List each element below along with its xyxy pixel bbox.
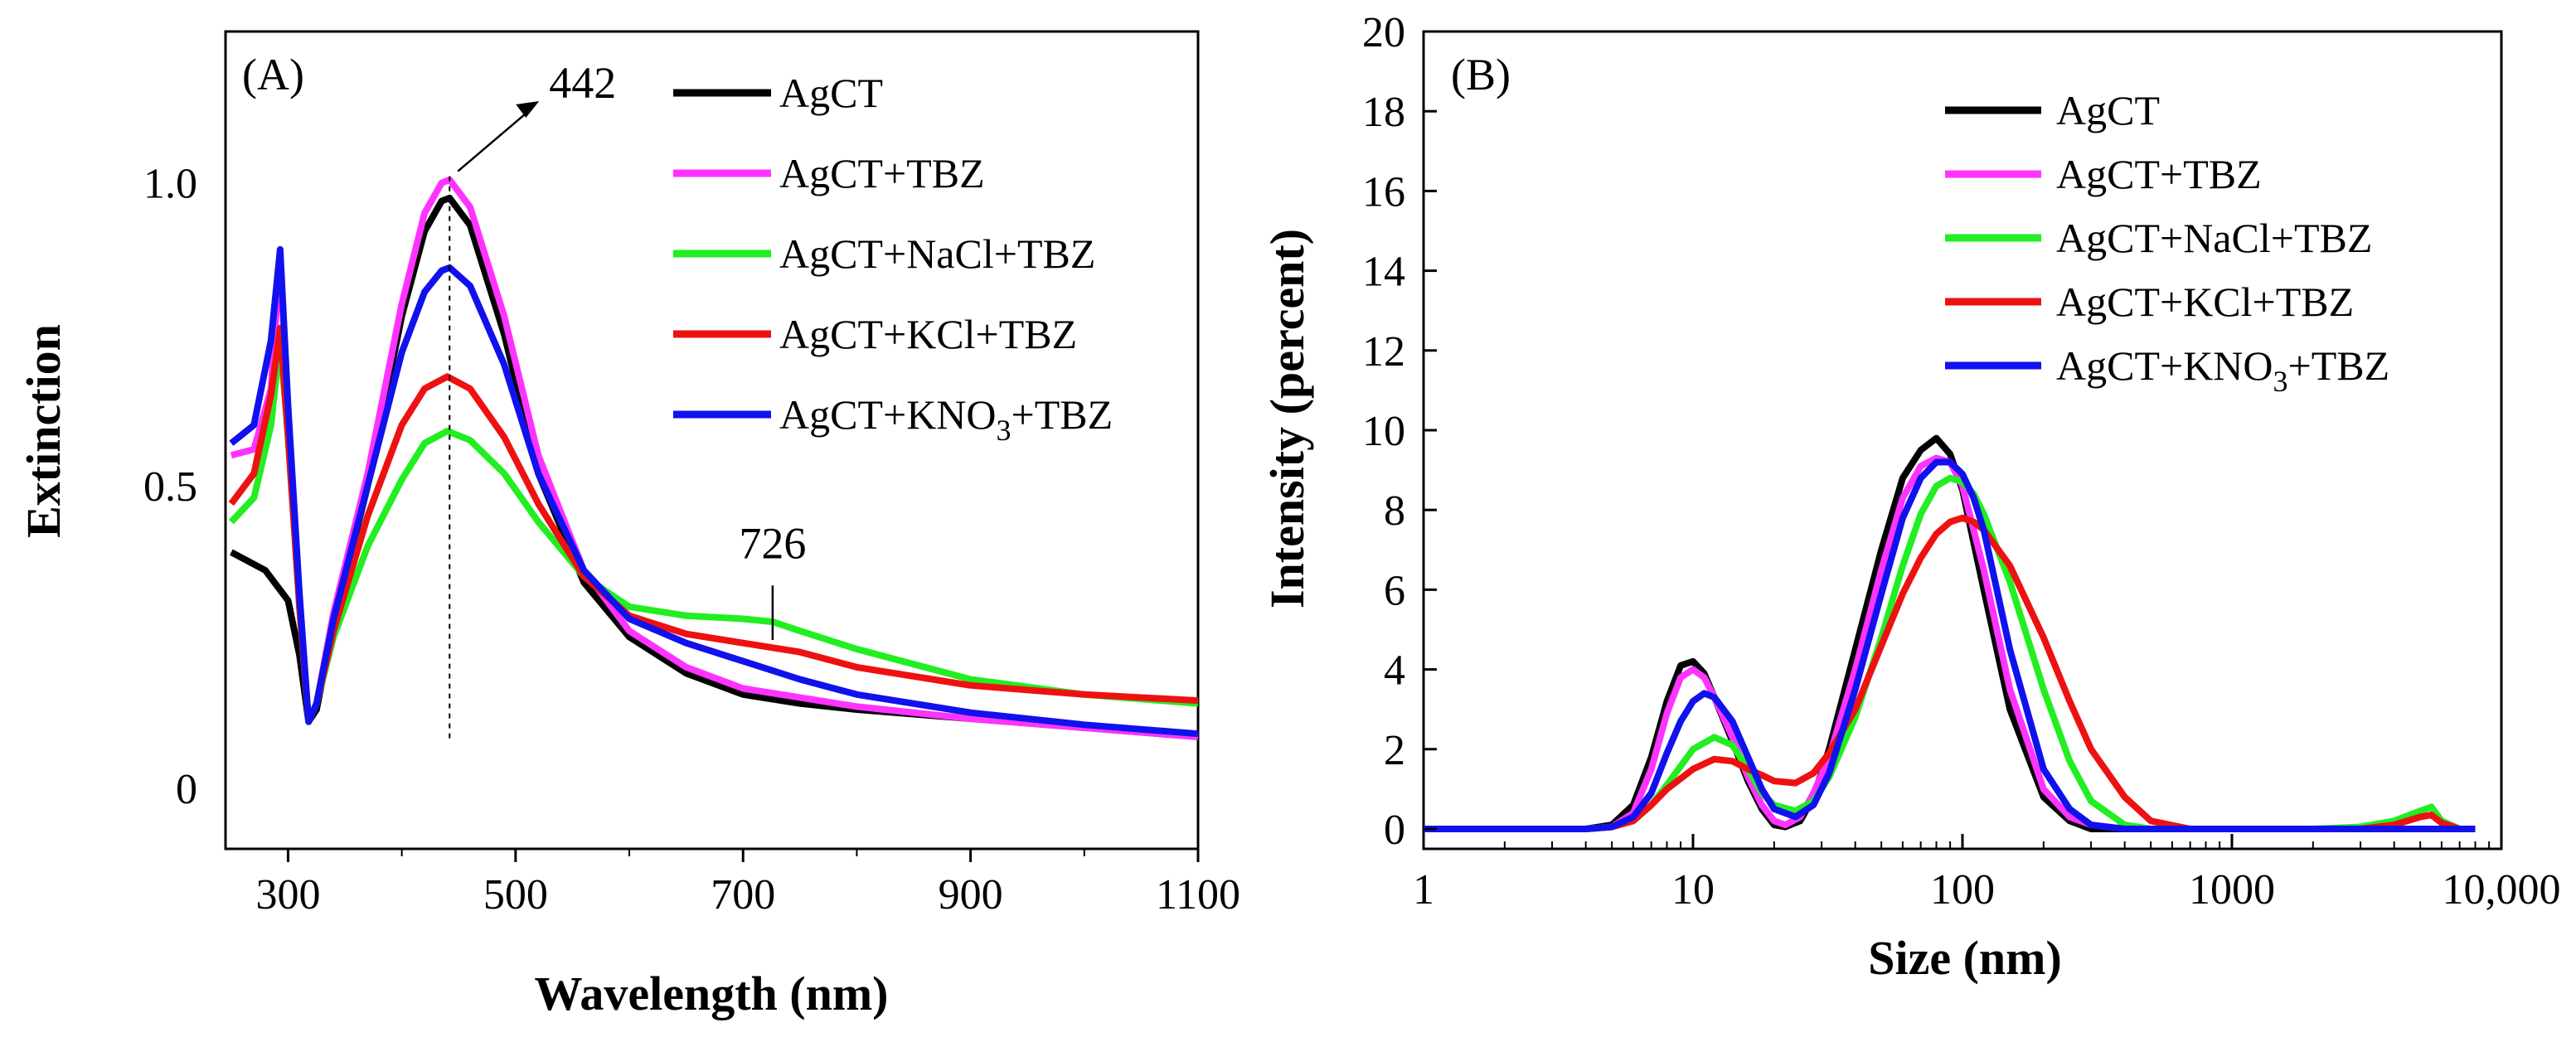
panel-b-legend-label-agct-nacl-tbz: AgCT+NaCl+TBZ (2056, 215, 2372, 261)
panel-b-xtick-label: 10 (1671, 866, 1715, 914)
panel-a-legend-label-agct-tbz: AgCT+TBZ (779, 150, 985, 196)
panel-a-ytick-label: 1.0 (143, 161, 197, 208)
panel-a-plot-frame (224, 30, 1200, 851)
panel-b-ylabel: Intensity (percent) (1260, 229, 1314, 608)
panel-a-peak-arrow-line (457, 107, 534, 172)
panel-b-ytick-label: 16 (1362, 168, 1405, 216)
panel-a-legend-label-agct: AgCT (779, 70, 883, 116)
panel-b-ytick-label: 18 (1362, 89, 1405, 136)
panel-b-ytick-label: 14 (1362, 249, 1405, 296)
panel-a-legend-label-agct-kno3-tbz: AgCT+KNO3+TBZ (779, 391, 1113, 447)
panel-b-series-group (1424, 434, 2476, 832)
panel-b-xtick-label: 1000 (2189, 866, 2275, 914)
panel-b-plot-frame (1422, 30, 2503, 851)
panel-b-legend-label-agct-kno3-tbz: AgCT+KNO3+TBZ (2056, 342, 2389, 398)
panel-a-xtick-label: 900 (939, 871, 1003, 918)
panel-a-series-group (228, 176, 1199, 740)
panel-b-series-agct-kno3-tbz (1424, 458, 2476, 832)
panel-a-legend-label-agct-nacl-tbz: AgCT+NaCl+TBZ (779, 230, 1095, 277)
panel-b-ytick-label: 12 (1362, 328, 1405, 376)
panel-a-annotation-726: 726 (739, 518, 806, 568)
panel-a-series-agct-kno3-tbz (229, 245, 1199, 738)
panel-a-legend: AgCT AgCT+TBZ AgCT+NaCl+TBZ AgCT+KCl+TBZ AgC… (673, 70, 1113, 447)
panel-b-legend-label-agct: AgCT (2056, 87, 2160, 133)
panel-a-xtick-label: 700 (711, 871, 775, 918)
panel-b-xtick-label: 100 (1930, 866, 1995, 914)
panel-b-ytick-label: 4 (1384, 647, 1405, 695)
panel-b-xtick-label: 10,000 (2443, 866, 2561, 914)
panel-a-annotation-442: 442 (549, 58, 616, 108)
panel-a-xtick-label: 300 (255, 871, 320, 918)
panel-a-label: (A) (242, 50, 304, 99)
panel-a-ytick-label: 0 (176, 766, 197, 813)
panel-a-ytick-label: 0.5 (143, 463, 197, 511)
panel-b-legend: AgCT AgCT+TBZ AgCT+NaCl+TBZ AgCT+KCl+TBZ AgC… (1945, 87, 2389, 398)
panel-b-ytick-label: 0 (1384, 807, 1405, 854)
panel-b-legend-label-agct-tbz: AgCT+TBZ (2056, 151, 2262, 197)
panel-b-ytick-label: 6 (1384, 567, 1405, 614)
panel-b-ytick-label: 2 (1384, 727, 1405, 774)
panel-b-xtick-label: 1 (1413, 866, 1434, 914)
panel-b-series-agct-tbz (1424, 454, 2476, 832)
panel-b-xlabel: Size (nm) (1868, 931, 2062, 985)
panel-b-ytick-label: 8 (1384, 487, 1405, 535)
panel-b-series-agct-kcl-tbz (1424, 514, 2476, 832)
panel-a-xtick-label: 500 (483, 871, 548, 918)
panel-a-peak-arrow-head (516, 101, 540, 118)
panel-b-ytick-label: 10 (1362, 408, 1405, 455)
panel-b-chart: 1 10 100 1000 10,000 0 2 4 6 8 10 12 14 16 18 20 (B) Si… (1260, 9, 2561, 985)
panel-b-series-agct (1424, 434, 2476, 832)
panel-a-legend-label-agct-kcl-tbz: AgCT+KCl+TBZ (779, 311, 1077, 357)
panel-a-series-agct (230, 194, 1199, 740)
panel-a-xlabel: Wavelength (nm) (535, 967, 889, 1020)
panel-b-label: (B) (1451, 50, 1511, 99)
panel-a-ylabel: Extinction (17, 324, 70, 538)
panel-a-xtick-label: 1100 (1156, 871, 1240, 918)
panel-b-series-agct-nacl-tbz (1424, 474, 2476, 832)
panel-b-ytick-label: 20 (1362, 9, 1405, 56)
panel-b-legend-label-agct-kcl-tbz: AgCT+KCl+TBZ (2056, 279, 2354, 325)
panel-a-chart: 300 500 700 900 1100 0 0.5 1.0 (A) Wavelength (… (17, 30, 1240, 1020)
